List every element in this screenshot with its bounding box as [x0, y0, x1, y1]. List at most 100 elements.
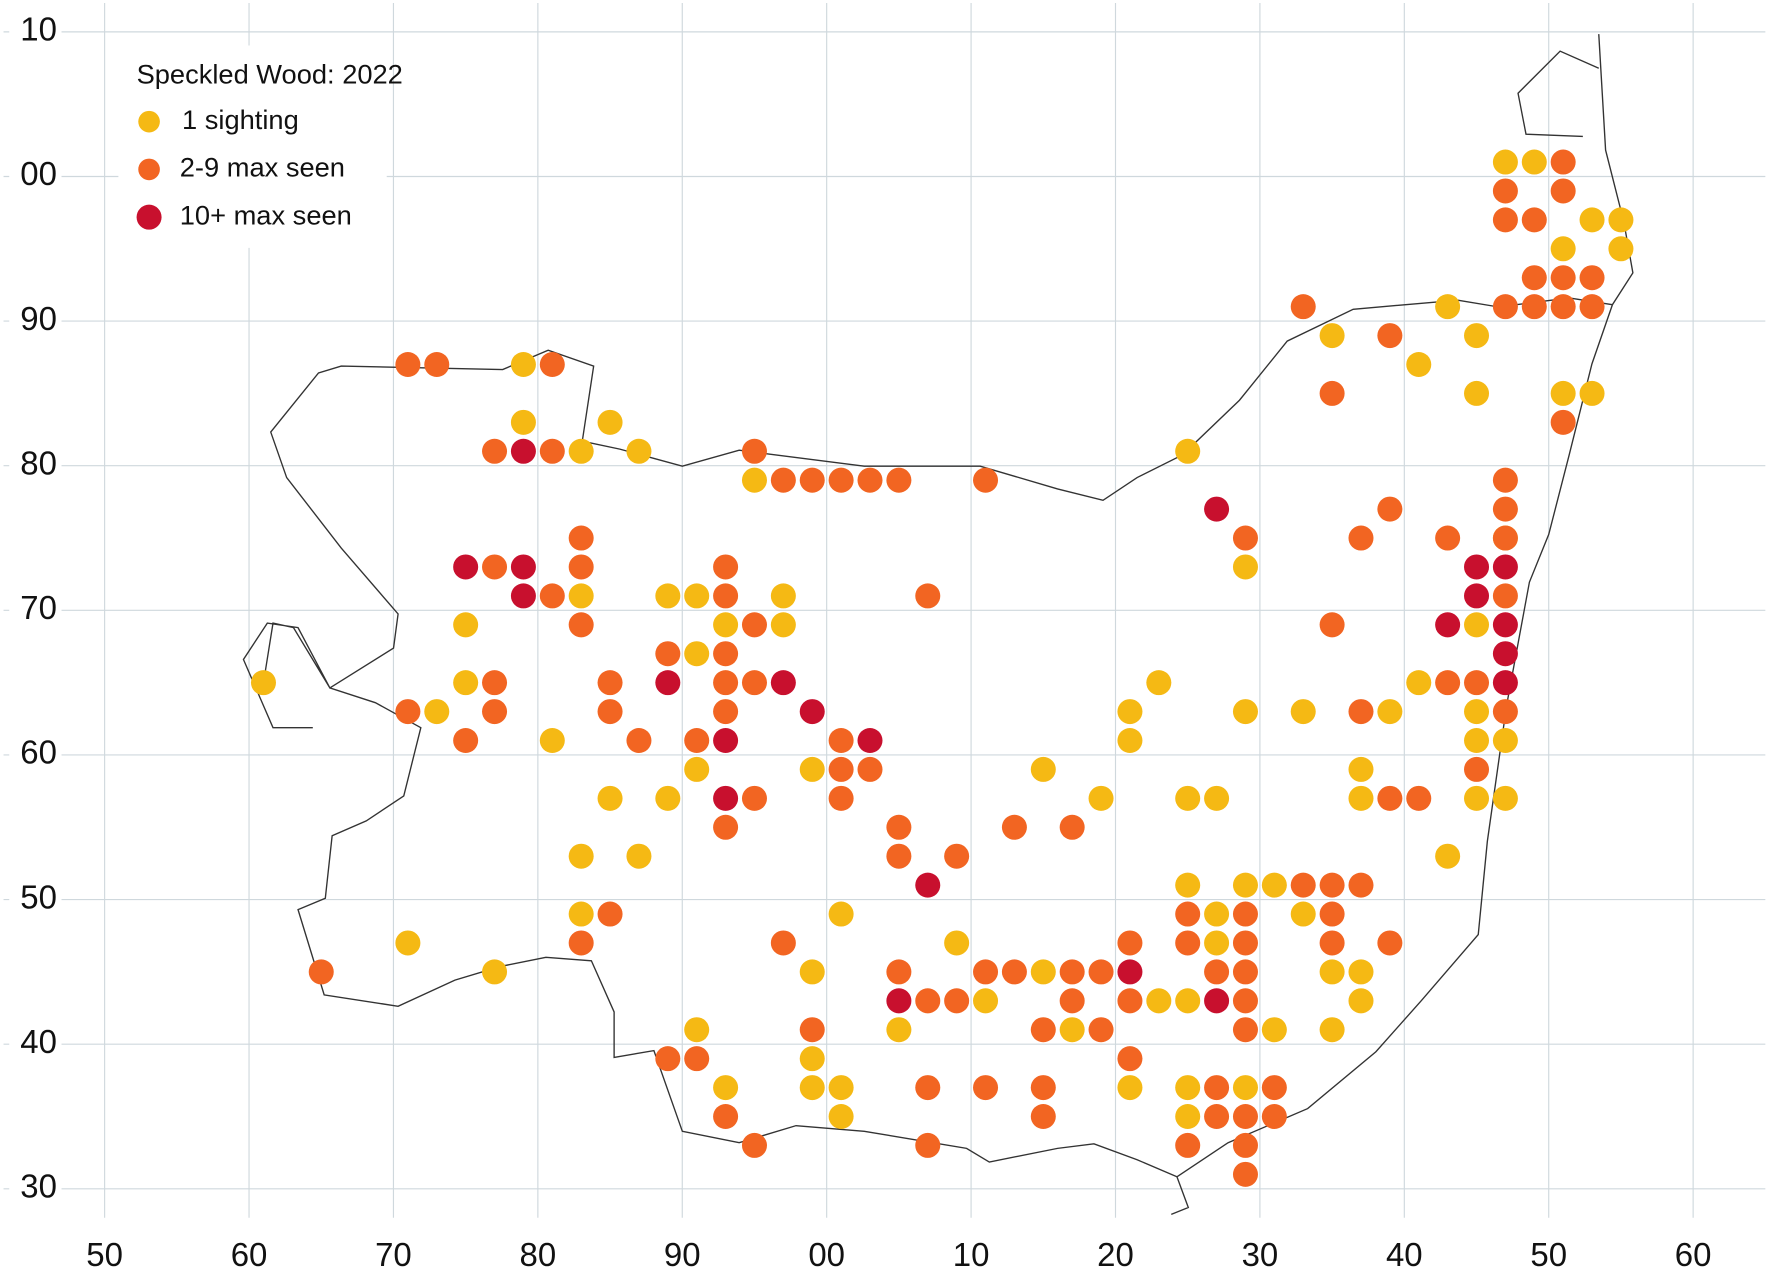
point: [684, 641, 710, 667]
point: [1521, 294, 1547, 320]
point: [713, 1103, 739, 1130]
point: [1001, 814, 1027, 840]
point: [1435, 612, 1461, 638]
point: [1232, 901, 1258, 927]
point: [828, 756, 854, 782]
point: [1435, 670, 1461, 696]
point: [1290, 699, 1316, 725]
point: [799, 1046, 825, 1072]
y-tick-bg: [9, 302, 62, 340]
point: [1175, 785, 1201, 811]
point: [482, 670, 508, 696]
point: [453, 554, 479, 580]
point: [1492, 149, 1518, 175]
point: [1550, 178, 1576, 204]
point: [1492, 467, 1518, 493]
y-tick-bg: [9, 158, 62, 195]
point: [1319, 930, 1345, 956]
point: [973, 959, 999, 985]
point: [626, 843, 652, 869]
point: [1377, 930, 1403, 956]
point: [1117, 988, 1143, 1014]
y-tick-label: 30: [20, 1168, 57, 1205]
legend: Speckled Wood: 2022 1 sighting 2-9 max se…: [118, 45, 403, 248]
point: [1232, 872, 1258, 898]
point: [1348, 988, 1374, 1014]
point: [1464, 612, 1490, 638]
point: [684, 1017, 710, 1043]
point: [655, 785, 681, 811]
point: [453, 727, 479, 754]
point: [1579, 294, 1605, 320]
point: [1175, 1132, 1201, 1158]
point: [1146, 988, 1172, 1014]
point: [1232, 525, 1258, 551]
point: [713, 727, 739, 754]
point: [1175, 1103, 1201, 1130]
point: [539, 351, 565, 378]
point: [1579, 207, 1605, 233]
y-tick-bg: [9, 592, 62, 629]
point: [424, 351, 450, 378]
point: [1001, 959, 1027, 985]
point: [1232, 959, 1258, 985]
point: [597, 785, 623, 811]
point: [1608, 236, 1634, 262]
point: [1521, 265, 1547, 291]
point: [482, 438, 508, 464]
point: [1435, 525, 1461, 551]
x-tick-label: 60: [231, 1236, 268, 1273]
point: [1261, 872, 1287, 898]
legend-label: 1 sighting: [182, 104, 299, 135]
point: [1464, 380, 1490, 406]
point: [568, 930, 594, 956]
point: [250, 670, 276, 696]
point: [741, 438, 767, 464]
point: [741, 670, 767, 696]
point: [799, 1017, 825, 1043]
x-tick-label: 50: [86, 1236, 123, 1273]
point: [597, 670, 623, 696]
point: [424, 699, 450, 725]
point: [828, 1075, 854, 1101]
point: [828, 901, 854, 927]
point: [1521, 149, 1547, 175]
point: [944, 988, 970, 1014]
point: [510, 351, 536, 378]
point: [713, 641, 739, 667]
points: [250, 149, 1634, 1187]
point: [1377, 323, 1403, 349]
y-tick-bg: [9, 1170, 62, 1208]
legend-label: 2-9 max seen: [180, 152, 345, 183]
point: [741, 1132, 767, 1158]
point: [973, 988, 999, 1014]
point: [684, 1046, 710, 1072]
point: [915, 1075, 941, 1101]
point: [828, 727, 854, 754]
point: [799, 699, 825, 725]
point: [713, 670, 739, 696]
point: [1406, 351, 1432, 378]
point: [886, 814, 912, 840]
point: [597, 409, 623, 435]
point: [1550, 380, 1576, 406]
point: [539, 438, 565, 464]
point: [1088, 959, 1114, 985]
point: [1550, 294, 1576, 320]
x-tick-label: 60: [1675, 1236, 1712, 1273]
point: [1146, 670, 1172, 696]
point: [713, 612, 739, 638]
point: [1117, 727, 1143, 754]
point: [1492, 294, 1518, 320]
point: [915, 583, 941, 609]
point: [770, 612, 796, 638]
y-tick-bg: [9, 881, 62, 918]
point: [1464, 583, 1490, 609]
point: [1261, 1075, 1287, 1101]
point: [1579, 265, 1605, 291]
point: [770, 670, 796, 696]
point: [1550, 236, 1576, 262]
point: [1377, 496, 1403, 522]
point: [655, 641, 681, 667]
x-tick-label: 90: [664, 1236, 701, 1273]
